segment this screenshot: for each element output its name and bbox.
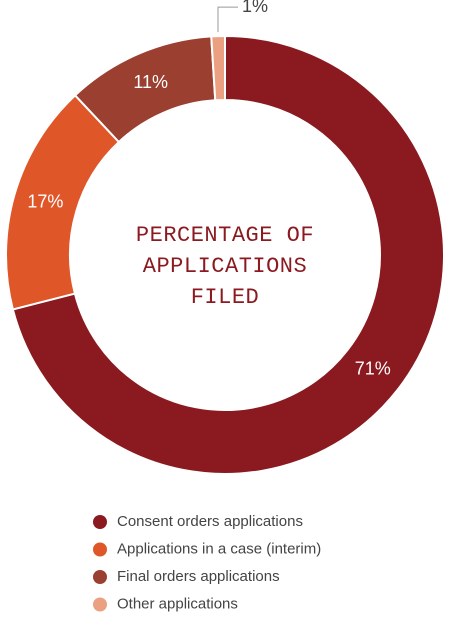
data-label: 71%	[355, 358, 391, 378]
legend-label: Final orders applications	[117, 568, 280, 585]
legend-label: Applications in a case (interim)	[117, 540, 321, 557]
legend-marker	[93, 515, 107, 529]
chart-title: PERCENTAGE OF APPLICATIONS FILED	[135, 223, 315, 310]
data-label: 1%	[242, 0, 268, 16]
legend-marker	[93, 570, 107, 584]
leader-line	[217, 6, 238, 33]
donut-segment	[210, 34, 226, 102]
legend-label: Other applications	[117, 595, 238, 612]
donut-segment	[11, 34, 445, 475]
legend-label: Consent orders applications	[117, 513, 303, 530]
legend-marker	[93, 597, 107, 612]
data-label: 17%	[27, 192, 63, 212]
legend-marker	[93, 542, 107, 557]
data-label: 11%	[133, 72, 168, 92]
